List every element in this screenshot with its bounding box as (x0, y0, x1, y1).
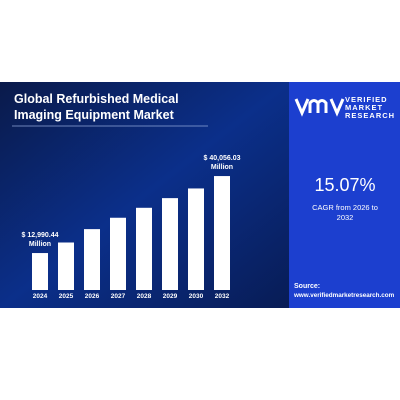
source: www.verifiedmarketresearch.com (294, 292, 395, 299)
value-label: $ 12,990.44 Million (21, 232, 59, 249)
brand-word: RESEARCH (345, 111, 396, 120)
side-panel (289, 82, 400, 308)
logo-mark (294, 98, 345, 117)
x-tick-label: 2025 (58, 293, 74, 300)
x-tick-label: 2027 (110, 293, 126, 300)
bar (214, 176, 230, 290)
bar (32, 253, 48, 290)
bar (58, 242, 74, 290)
brand-word: VERIFIED (345, 95, 388, 104)
cagr-label: CAGR from 2026 to 2032 (312, 203, 378, 222)
x-tick-label: 2026 (84, 293, 100, 300)
brand: VERIFIED MARKET RESEARCH (345, 96, 397, 120)
source-label: Source: (294, 283, 321, 290)
value-label: $ 40,056.03 Million (203, 155, 241, 172)
bar (136, 207, 152, 290)
bar (110, 217, 126, 290)
chart-title: Global Refurbished Medical Imaging Equip… (14, 92, 179, 122)
x-tick-label: 2030 (188, 293, 204, 300)
x-tick-label: 2029 (162, 293, 178, 300)
bar (162, 198, 178, 290)
brand-word: MARKET (345, 103, 384, 112)
bar (188, 188, 204, 290)
x-tick-label: 2032 (214, 293, 230, 300)
x-tick-label: 2028 (136, 293, 152, 300)
bar (84, 229, 100, 290)
cagr-value: 15.07% (314, 175, 376, 195)
x-tick-label: 2024 (32, 293, 48, 300)
